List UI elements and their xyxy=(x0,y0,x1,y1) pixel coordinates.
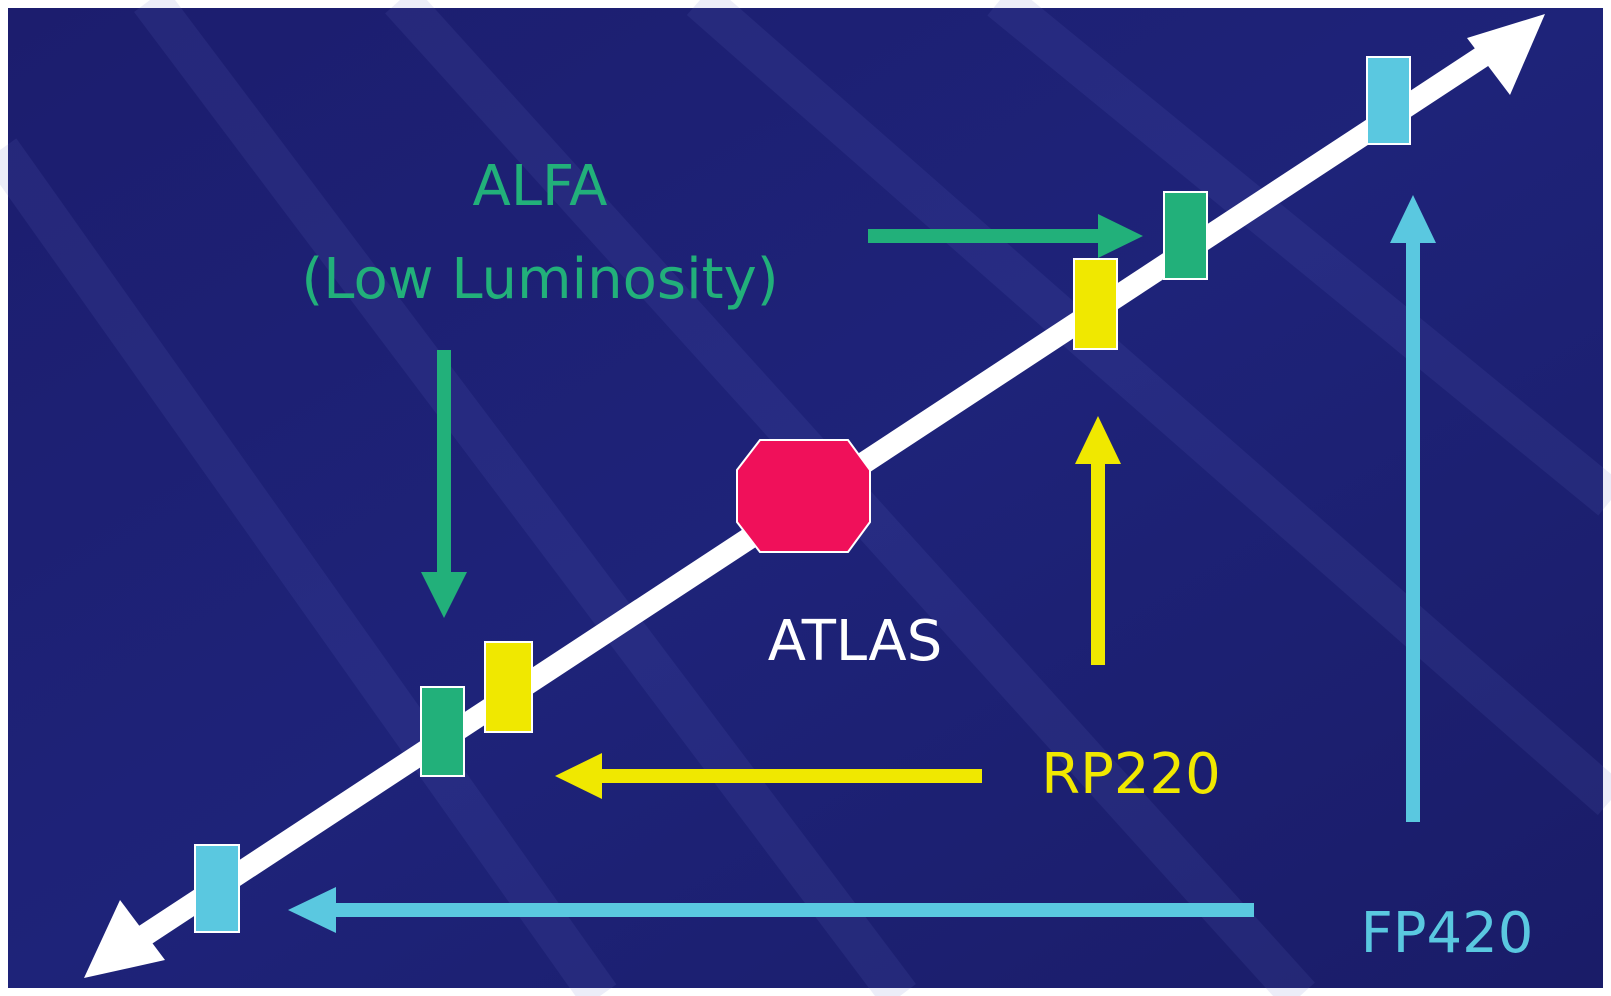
alfa-station xyxy=(420,686,465,777)
rp220-station xyxy=(1073,258,1118,350)
rp220-arrows xyxy=(555,416,1121,799)
rp220-station xyxy=(484,641,533,733)
rp220-label: RP220 xyxy=(1041,742,1221,807)
alfa-sublabel: (Low Luminosity) xyxy=(301,247,778,312)
fp420-arrows xyxy=(288,195,1436,933)
alfa-station xyxy=(1163,191,1208,280)
atlas-detector xyxy=(736,439,871,553)
fp420-station xyxy=(1366,56,1411,145)
alfa-label: ALFA xyxy=(473,154,608,219)
alfa-arrows xyxy=(421,214,1143,618)
fp420-label: FP420 xyxy=(1361,901,1534,966)
fp420-station xyxy=(194,844,240,933)
atlas-label: ATLAS xyxy=(768,609,943,674)
